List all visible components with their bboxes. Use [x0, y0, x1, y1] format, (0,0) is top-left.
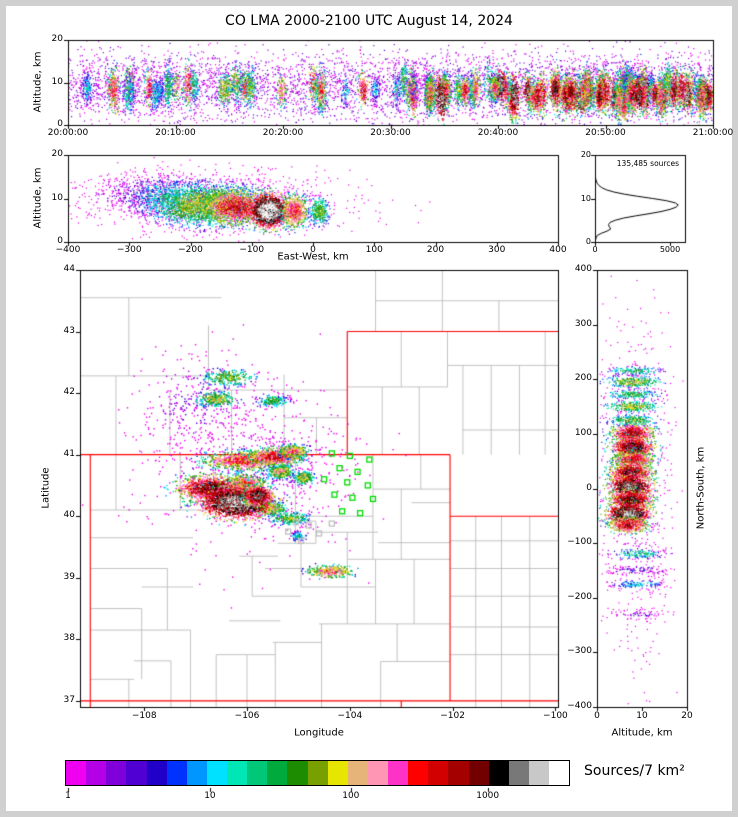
ns-alt-tick-label: 0	[594, 711, 600, 721]
time-tick-label: 20:40:00	[477, 128, 519, 138]
ns-tick-label: −100	[567, 537, 592, 548]
colorbar-segment	[126, 761, 147, 785]
ew-tick-label: −400	[55, 245, 81, 255]
time-tick-label: 20:20:00	[262, 128, 304, 138]
colorbar-tick-label: 100	[342, 791, 360, 801]
map-ylabel: Latitude	[40, 467, 52, 509]
time-tick-label: 20:10:00	[155, 128, 196, 138]
ew-tick-label: −100	[239, 245, 265, 255]
map-xlabel: Longitude	[294, 727, 344, 739]
ew-tick-label: 200	[426, 245, 445, 255]
colorbar-label: Sources/7 km²	[584, 763, 685, 779]
ns-tick-label: −400	[567, 701, 592, 711]
ns-alt-tick-label: 10	[636, 711, 648, 721]
ew-tick-label: 300	[488, 245, 506, 255]
time-panel-ylabel: Altitude, km	[32, 51, 44, 113]
hist-tick-label: 5000	[659, 245, 681, 254]
ns-tick-label: 0	[586, 482, 592, 493]
ns-tick-label: 100	[574, 427, 592, 438]
altitude-tick-label: 10	[51, 192, 63, 203]
latitude-tick-label: 39	[63, 571, 75, 582]
colorbar-segment	[347, 761, 368, 785]
latitude-tick-label: 41	[63, 448, 75, 459]
colorbar	[65, 760, 570, 786]
colorbar-segment	[287, 761, 308, 785]
longitude-tick-label: −104	[337, 711, 363, 721]
colorbar-segment	[408, 761, 429, 785]
latitude-tick-label: 42	[63, 387, 75, 398]
hist-alt-tick-label: 20	[580, 150, 591, 159]
latitude-tick-label: 43	[63, 325, 75, 336]
altitude-tick-label: 20	[51, 34, 63, 44]
colorbar-segment	[388, 761, 409, 785]
ns-tick-label: −300	[567, 646, 592, 657]
colorbar-segment	[307, 761, 328, 785]
colorbar-segment	[66, 761, 87, 785]
longitude-tick-label: −106	[234, 711, 260, 721]
ew-panel-xlabel: East-West, km	[277, 251, 349, 263]
ns-tick-label: 300	[574, 318, 592, 329]
colorbar-segment	[186, 761, 207, 785]
latitude-tick-label: 44	[63, 264, 75, 274]
colorbar-tick-label: 1000	[476, 791, 500, 801]
colorbar-segment	[227, 761, 248, 785]
altitude-tick-label: 0	[57, 119, 63, 129]
ew-tick-label: 0	[310, 245, 316, 255]
colorbar-segment	[267, 761, 288, 785]
time-tick-label: 20:00:00	[47, 128, 89, 138]
colorbar-segment	[206, 761, 227, 785]
altitude-tick-label: 10	[51, 76, 63, 87]
hist-alt-tick-label: 0	[585, 237, 591, 246]
colorbar-segment	[146, 761, 167, 785]
ew-tick-label: −300	[116, 245, 142, 255]
colorbar-tick-label: 10	[204, 791, 216, 801]
colorbar-segment	[468, 761, 489, 785]
colorbar-tick-label: 1	[65, 791, 71, 801]
hist-tick-label: 0	[592, 245, 598, 254]
altitude-tick-label: 0	[57, 236, 63, 246]
colorbar-segment	[508, 761, 529, 785]
ns-alt-tick-label: 20	[681, 711, 693, 721]
ns-tick-label: 200	[574, 373, 592, 384]
ns-panel-ylabel: North-South, km	[695, 446, 707, 530]
hist-alt-tick-label: 10	[580, 193, 591, 203]
figure-title: CO LMA 2000-2100 UTC August 14, 2024	[225, 13, 513, 29]
latitude-tick-label: 37	[63, 694, 75, 705]
time-tick-label: 20:50:00	[585, 128, 626, 138]
longitude-tick-label: −102	[440, 711, 465, 721]
ew-tick-label: 100	[365, 245, 383, 255]
ns-tick-label: −200	[567, 591, 592, 602]
longitude-tick-label: −108	[131, 711, 157, 721]
colorbar-segment	[106, 761, 127, 785]
ew-panel-ylabel: Altitude, km	[32, 167, 44, 229]
colorbar-segment	[549, 761, 570, 785]
ns-panel-xlabel: Altitude, km	[611, 727, 673, 739]
colorbar-segment	[367, 761, 388, 785]
longitude-tick-label: −100	[543, 711, 568, 721]
colorbar-segment	[428, 761, 449, 785]
colorbar-segment	[166, 761, 187, 785]
ew-tick-label: −200	[178, 245, 203, 255]
colorbar-segment	[86, 761, 107, 785]
source-count-annotation: 135,485 sources	[616, 159, 679, 168]
latitude-tick-label: 40	[63, 510, 75, 521]
latitude-tick-label: 38	[63, 633, 75, 644]
colorbar-segment	[448, 761, 469, 785]
time-tick-label: 21:00:00	[692, 128, 734, 138]
colorbar-segment	[528, 761, 549, 785]
colorbar-segment	[488, 761, 509, 785]
ns-tick-label: 400	[574, 264, 592, 274]
time-tick-label: 20:30:00	[370, 128, 411, 138]
ew-tick-label: 400	[549, 245, 567, 255]
altitude-tick-label: 20	[51, 149, 63, 159]
colorbar-segment	[327, 761, 348, 785]
colorbar-segment	[247, 761, 268, 785]
